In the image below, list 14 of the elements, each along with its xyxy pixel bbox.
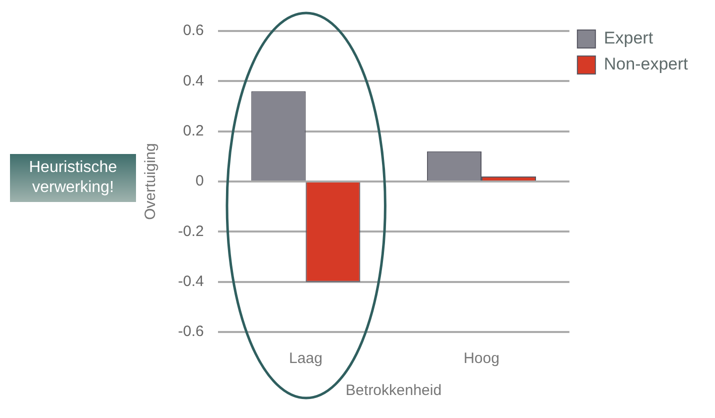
y-tick-label: 0.4	[182, 72, 204, 90]
x-axis-title: Betrokkenheid	[346, 382, 442, 400]
legend-label: Expert	[604, 28, 654, 48]
y-axis-title: Overtuiging	[142, 143, 160, 220]
x-tick-label: Hoog	[464, 350, 500, 368]
y-tick-label: 0.6	[182, 22, 204, 40]
y-tick-label: -0.4	[178, 272, 204, 290]
y-tick-label: 0	[196, 172, 204, 190]
x-tick-label: Laag	[289, 350, 322, 368]
legend-label: Non-expert	[604, 54, 688, 74]
y-tick-label: -0.2	[178, 222, 204, 240]
text: Heuristische verwerking!	[10, 154, 136, 202]
y-tick-label: -0.6	[178, 323, 204, 340]
y-tick-label: 0.2	[182, 122, 204, 140]
